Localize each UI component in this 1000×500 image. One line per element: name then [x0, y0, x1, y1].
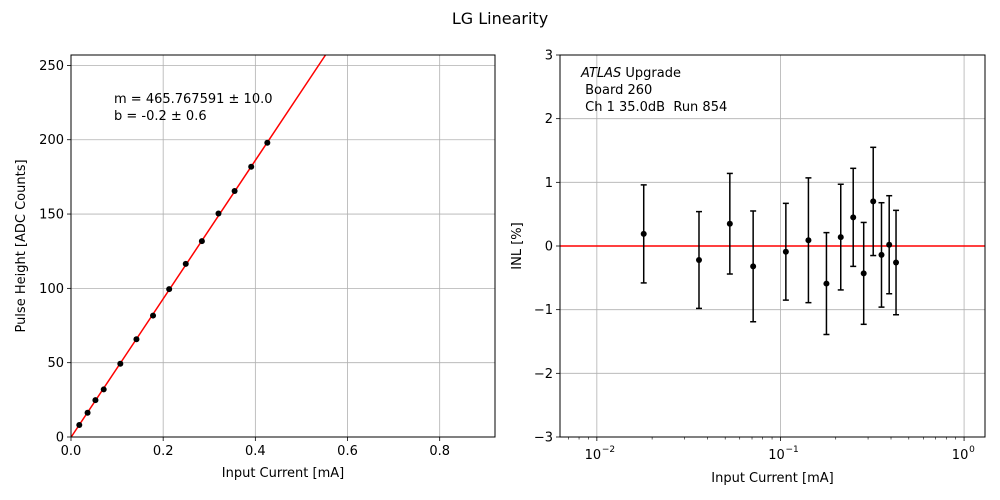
left-data-point	[76, 421, 83, 428]
right-data-point	[640, 230, 647, 237]
left-data-point	[248, 163, 255, 170]
right-x-tick-label: 10	[952, 448, 969, 463]
left-data-point	[117, 360, 124, 367]
right-data-point	[695, 257, 702, 264]
right-x-tick-exponent: −1	[785, 445, 798, 455]
atlas-upgrade-text: Upgrade	[621, 66, 681, 81]
left-y-tick-label: 150	[39, 208, 64, 223]
left-x-tick-label: 0.8	[429, 444, 450, 459]
right-x-axis-label: Input Current [mA]	[711, 471, 833, 486]
right-y-tick-label: −2	[534, 367, 553, 382]
left-y-axis-label: Pulse Height [ADC Counts]	[14, 159, 29, 332]
left-data-point	[150, 312, 157, 319]
left-data-point	[264, 139, 271, 146]
left-data-point	[182, 260, 189, 267]
left-data-point	[100, 386, 107, 393]
right-y-tick-label: −1	[534, 303, 553, 318]
fit-slope-annotation: m = 465.767591 ± 10.0	[114, 92, 273, 107]
atlas-annotation: ATLAS Upgrade	[580, 66, 681, 81]
right-y-tick-label: 1	[545, 176, 553, 191]
right-x-tick-label: 10	[768, 448, 785, 463]
right-data-point	[823, 280, 830, 287]
right-y-tick-label: 0	[545, 240, 553, 255]
left-x-tick-label: 0.0	[61, 444, 82, 459]
right-data-point	[886, 241, 893, 248]
fit-line	[70, 54, 327, 438]
right-y-axis-label: INL [%]	[510, 222, 525, 269]
left-data-point	[198, 238, 205, 245]
right-x-tick-label: 10	[585, 448, 602, 463]
left-x-tick-label: 0.4	[245, 444, 266, 459]
left-axes-frame	[70, 54, 496, 438]
right-data-point	[726, 220, 733, 227]
right-x-tick-exponent: 0	[969, 445, 975, 455]
right-data-point	[870, 198, 877, 205]
right-data-point	[878, 251, 885, 258]
right-points	[640, 146, 900, 336]
right-y-ticks: −3 −2 −1 0 1 2 3	[534, 49, 560, 446]
left-y-ticks: 0 50 100 150 200 250	[39, 59, 71, 446]
right-data-point	[750, 263, 757, 270]
left-data-point	[166, 286, 173, 293]
right-y-tick-label: 2	[545, 112, 553, 127]
right-x-tick-exponent: −2	[602, 445, 615, 455]
left-fit-line-group	[70, 54, 327, 438]
left-y-tick-label: 50	[47, 356, 64, 371]
right-y-tick-label: −3	[534, 431, 553, 446]
channel-run-annotation: Ch 1 35.0dB Run 854	[581, 100, 727, 115]
fit-intercept-annotation: b = -0.2 ± 0.6	[114, 109, 207, 124]
left-x-axis-label: Input Current [mA]	[222, 466, 344, 481]
left-x-ticks: 0.0 0.2 0.4 0.6 0.8	[61, 437, 450, 459]
left-y-tick-label: 200	[39, 133, 64, 148]
right-data-point	[782, 248, 789, 255]
atlas-italic-text: ATLAS	[580, 66, 621, 81]
linearity-panel: 0.0 0.2 0.4 0.6 0.8 0 50 100 150 200 250 Input Cu…	[14, 54, 496, 481]
left-y-tick-label: 250	[39, 59, 64, 74]
right-data-point	[860, 270, 867, 277]
right-data-point	[805, 237, 812, 244]
right-data-point	[850, 214, 857, 221]
left-data-point	[92, 397, 99, 404]
right-data-point	[837, 234, 844, 241]
left-y-tick-label: 100	[39, 282, 64, 297]
right-y-tick-label: 3	[545, 49, 553, 64]
right-x-ticks: 10 −2 10 −1 10 0	[568, 437, 975, 463]
left-data-point	[231, 188, 238, 195]
left-data-point	[133, 336, 140, 343]
left-data-point	[215, 210, 222, 217]
board-annotation: Board 260	[581, 83, 652, 98]
left-x-tick-label: 0.2	[153, 444, 174, 459]
left-data-point	[84, 409, 91, 416]
figure-title: LG Linearity	[452, 9, 548, 28]
right-data-point	[893, 259, 900, 266]
left-points	[76, 139, 271, 428]
left-y-tick-label: 0	[56, 431, 64, 446]
left-x-tick-label: 0.6	[337, 444, 358, 459]
